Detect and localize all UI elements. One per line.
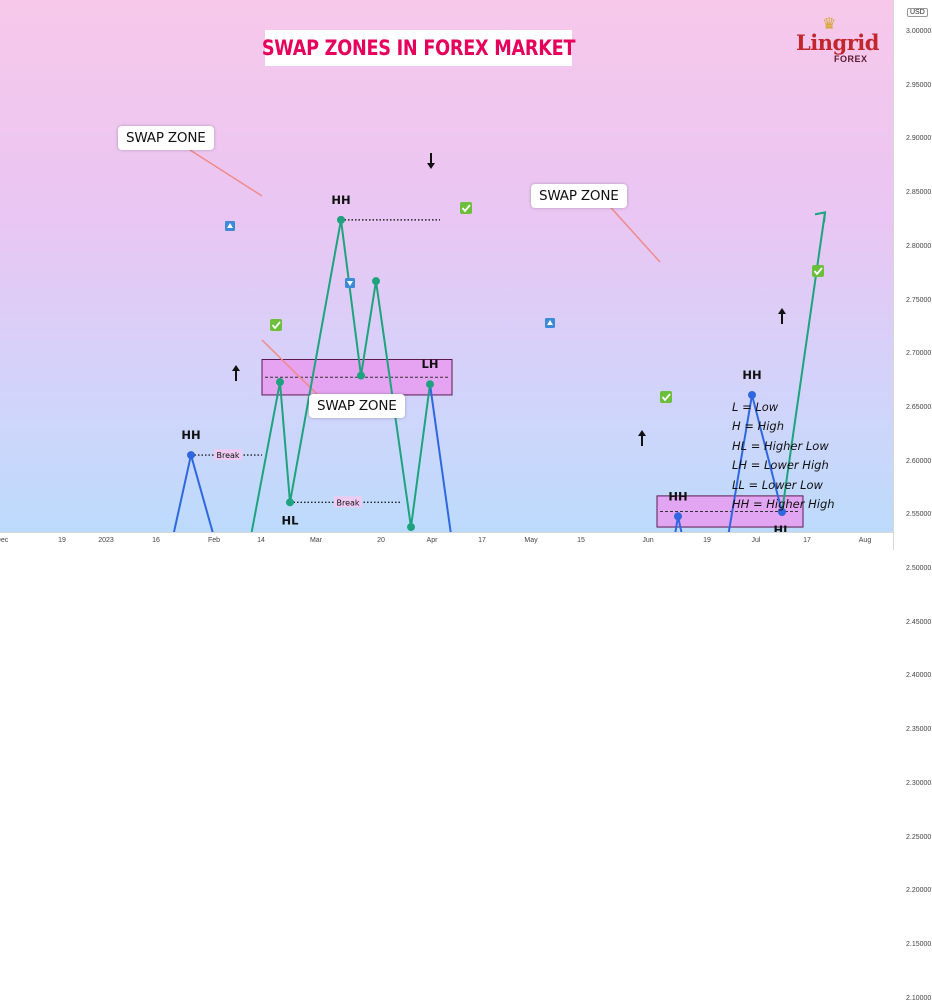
x-tick-label: Apr — [426, 537, 438, 544]
logo-name: Lingrid — [796, 30, 879, 55]
up-arrow-icon — [232, 365, 240, 381]
legend: L = Low H = High HL = Higher Low LH = Lo… — [732, 398, 835, 514]
swap-zone-callout-3: SWAP ZONE — [531, 184, 627, 208]
y-tick-label: 2.70000 — [906, 350, 932, 358]
x-tick-label: 15 — [577, 537, 585, 544]
price-line-blue — [429, 384, 452, 532]
x-tick-label: Jun — [642, 537, 654, 544]
swing-point — [372, 277, 380, 286]
x-tick-label: 2023 — [98, 537, 114, 544]
swing-label: HH — [742, 368, 761, 382]
x-tick-label: Mar — [309, 537, 323, 544]
y-tick-label: 2.80000 — [906, 242, 932, 250]
up-arrow-head-icon — [814, 211, 827, 223]
brand-logo: ♛ Lingrid FOREX — [796, 14, 879, 64]
y-tick-label: 2.55000 — [906, 511, 932, 519]
y-tick-label: 2.75000 — [906, 296, 932, 304]
swing-point — [778, 508, 786, 517]
up-arrow-icon — [778, 308, 786, 324]
price-line-blue — [674, 394, 783, 532]
x-tick-label: 16 — [152, 537, 160, 544]
x-tick-label: Aug — [858, 537, 872, 544]
currency-tag: USD — [907, 8, 928, 17]
break-label: Break — [336, 498, 359, 507]
callout-connector — [261, 339, 319, 396]
legend-item: HL = Higher Low — [732, 438, 829, 453]
price-axis[interactable]: 3.00000 2.95000 2.90000 2.85000 2.80000 2.750… — [893, 0, 932, 1002]
callout-connector — [189, 149, 263, 197]
swing-label: HH — [181, 428, 200, 442]
x-tick-label: 14 — [257, 537, 265, 544]
y-tick-label: 2.95000 — [906, 81, 932, 89]
break-label: Break — [216, 451, 239, 460]
y-tick-label: 2.30000 — [906, 779, 932, 787]
x-tick-label: 19 — [703, 537, 711, 544]
y-tick-label: 2.85000 — [906, 189, 932, 197]
swing-label: LH — [422, 357, 439, 371]
x-tick-label: Dec — [0, 537, 9, 544]
legend-item: LH = Lower High — [732, 458, 829, 473]
y-tick-label: 2.60000 — [906, 457, 932, 465]
y-tick-label: 3.00000 — [906, 28, 932, 35]
swing-label: HH — [668, 489, 687, 503]
swing-point — [674, 512, 682, 521]
swing-point — [407, 523, 415, 532]
swing-point — [276, 378, 284, 387]
x-tick-label: 19 — [58, 537, 66, 544]
y-tick-label: 2.20000 — [906, 887, 932, 895]
legend-item: LL = Lower Low — [732, 477, 823, 492]
x-tick-label: Jul — [751, 537, 761, 544]
blue-up-box-icon — [225, 221, 235, 231]
price-line-teal — [250, 219, 431, 532]
price-line-teal — [781, 212, 826, 513]
swing-label: HL — [774, 523, 792, 532]
swing-point — [357, 371, 365, 380]
x-tick-label: 17 — [803, 537, 811, 544]
check-icon — [660, 391, 672, 403]
swing-point — [337, 215, 345, 224]
check-icon — [460, 202, 472, 214]
crown-icon: ♛ — [822, 16, 837, 33]
down-arrow-icon — [427, 153, 435, 169]
y-tick-label: 2.65000 — [906, 403, 932, 411]
y-tick-label: 2.90000 — [906, 135, 932, 143]
swing-point — [286, 498, 294, 507]
price-line-blue — [172, 454, 214, 532]
swing-label: HL — [282, 513, 300, 527]
up-arrow-icon — [638, 430, 646, 446]
legend-item: H = High — [732, 419, 785, 434]
logo-sub: FOREX — [834, 54, 868, 64]
y-tick-label: 2.40000 — [906, 672, 932, 680]
swap-zone-callout-1: SWAP ZONE — [118, 126, 214, 150]
x-tick-label: 17 — [478, 537, 486, 544]
break-label-bg — [334, 496, 362, 508]
check-icon — [270, 319, 282, 331]
y-tick-label: 2.25000 — [906, 833, 932, 841]
legend-item: HH = Higher High — [732, 497, 835, 512]
swap-zone-callout-2: SWAP ZONE — [309, 394, 405, 418]
check-icon — [812, 265, 824, 277]
swing-label: HH — [331, 193, 350, 207]
price-chart: BreakBreakBreakLHHLHHHLHLHHLLLHLLLLHHHLH… — [172, 149, 827, 532]
y-tick-label: 2.35000 — [906, 726, 932, 734]
swing-point — [748, 390, 756, 399]
break-label-bg — [214, 449, 242, 461]
x-tick-label: Feb — [207, 537, 221, 544]
time-axis[interactable]: Dec 19 2023 16 Feb 14 Mar 20 Apr 17 May 15 Jun 19 Jul 1… — [0, 532, 893, 551]
blue-down-box-icon — [345, 278, 355, 288]
callout-connector — [603, 199, 661, 263]
y-tick-label: 2.50000 — [906, 565, 932, 572]
legend-item: L = Low — [732, 400, 779, 414]
swing-point — [426, 380, 434, 389]
chart-title-box: SWAP ZONES IN FOREX MARKET — [261, 30, 576, 66]
y-tick-label: 2.15000 — [906, 940, 932, 948]
blue-up-box-icon — [545, 318, 555, 328]
swing-point — [187, 451, 195, 460]
x-tick-label: 20 — [377, 537, 385, 544]
y-tick-label: 2.10000 — [906, 994, 932, 1002]
x-tick-label: May — [524, 537, 538, 544]
chart-title: SWAP ZONES IN FOREX MARKET — [261, 36, 576, 60]
y-tick-label: 2.45000 — [906, 618, 932, 626]
